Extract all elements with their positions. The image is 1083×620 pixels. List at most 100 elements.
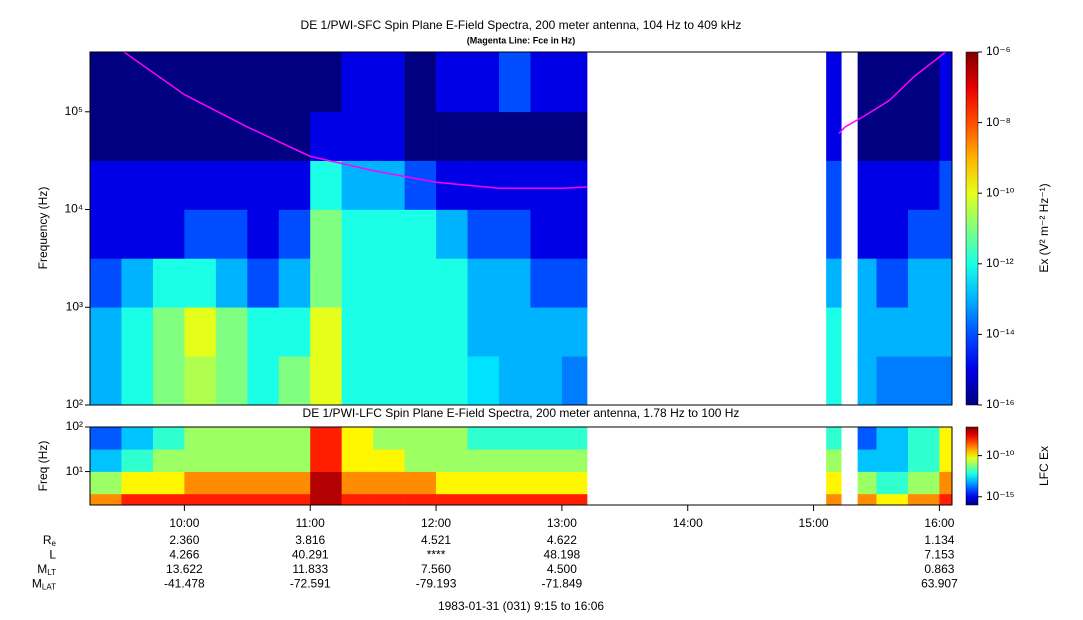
heatmap-cell [341, 356, 374, 406]
heatmap-cell [341, 111, 374, 161]
ephemeris-label: L [49, 548, 56, 562]
heatmap-cell [876, 307, 909, 357]
heatmap-cell [498, 356, 531, 406]
ephemeris-value: 0.863 [924, 562, 954, 576]
heatmap-cell [152, 160, 185, 210]
heatmap-cell [184, 258, 217, 308]
heatmap-cell [467, 356, 500, 406]
heatmap-cell [184, 111, 217, 161]
fce-line [123, 51, 947, 190]
heatmap-cell [561, 471, 588, 495]
heatmap-cell [215, 52, 248, 113]
heatmap-cell [215, 449, 248, 472]
heatmap-cell [247, 493, 280, 506]
heatmap-cell [907, 493, 940, 506]
colorbar-tick-label: 10⁻⁶ [986, 44, 1011, 58]
heatmap-cell [857, 258, 877, 308]
heatmap-cell [310, 427, 342, 450]
heatmap-cell [247, 449, 280, 472]
heatmap-cell [907, 52, 940, 113]
heatmap-cell [939, 356, 953, 406]
label-main: M [37, 562, 47, 576]
heatmap-cell [826, 209, 842, 259]
heatmap-cell [404, 427, 437, 450]
plot-frame [89, 426, 953, 506]
heatmap-cell [467, 111, 500, 161]
heatmap-cell [152, 427, 185, 450]
label-main: R [43, 533, 52, 547]
heatmap-cell [278, 307, 311, 357]
heatmap-cell [341, 471, 374, 495]
ephemeris-value: 7.560 [421, 562, 451, 576]
heatmap-cell [121, 449, 154, 472]
heatmap-cell [907, 209, 940, 259]
heatmap-cell [121, 427, 154, 450]
ephemeris-label: Re [43, 533, 57, 548]
heatmap-cell [215, 258, 248, 308]
heatmap-cell [247, 52, 280, 113]
y-axis-label: Frequency (Hz) [36, 187, 50, 270]
heatmap-cell [341, 307, 374, 357]
heatmap-cell [152, 209, 185, 259]
heatmap-cell [561, 258, 588, 308]
ephemeris-label: MLT [37, 562, 56, 577]
heatmap-cell [184, 449, 217, 472]
ephemeris-value: -71.849 [542, 577, 583, 591]
colorbar-tick-label: 10⁻¹⁵ [986, 489, 1015, 503]
heatmap-cell [498, 52, 531, 113]
heatmap-cell [857, 160, 877, 210]
heatmap-cell [121, 356, 154, 406]
heatmap-cell [373, 493, 405, 506]
x-tick-label: 16:00 [924, 516, 954, 530]
x-tick-label: 12:00 [421, 516, 451, 530]
heatmap-cell [876, 493, 909, 506]
heatmap-cell [467, 471, 500, 495]
label-sub: LAT [42, 583, 56, 592]
heatmap-cell [857, 427, 877, 450]
heatmap-cell [876, 258, 909, 308]
heatmap-cell [939, 449, 953, 472]
heatmap-cell [215, 493, 248, 506]
label-sub: e [52, 539, 57, 548]
x-tick-label: 13:00 [547, 516, 577, 530]
heatmap-cell [876, 449, 909, 472]
heatmap-cell [373, 356, 405, 406]
heatmap-cell [247, 160, 280, 210]
heatmap-cell [90, 427, 122, 450]
heatmap-cell [341, 258, 374, 308]
heatmap-cell [467, 427, 500, 450]
heatmap-cell [215, 471, 248, 495]
heatmap-cell [857, 449, 877, 472]
footer: 1983-01-31 (031) 9:15 to 16:06 [438, 599, 604, 613]
heatmap-cell [939, 258, 953, 308]
heatmap-cell [530, 449, 563, 472]
heatmap-cell [876, 471, 909, 495]
heatmap-cell [876, 427, 909, 450]
heatmap-cell [373, 258, 405, 308]
heatmap-cell [907, 356, 940, 406]
heatmap-cell [939, 427, 953, 450]
heatmap-cell [561, 209, 588, 259]
heatmap-cell [939, 471, 953, 495]
x-tick-label: 15:00 [799, 516, 829, 530]
ephemeris-label: MLAT [32, 577, 56, 592]
heatmap-cell [530, 356, 563, 406]
colorbar-tick-label: 10⁻¹⁴ [986, 327, 1015, 341]
heatmap-cell [826, 307, 842, 357]
heatmap-cell [498, 209, 531, 259]
colorbar-tick-label: 10⁻⁸ [986, 115, 1011, 129]
heatmap-cell [247, 471, 280, 495]
heatmap-cell [467, 258, 500, 308]
heatmap-cell [939, 160, 953, 210]
y-tick-label: 10³ [66, 299, 83, 313]
heatmap-cell [498, 307, 531, 357]
heatmap-cell [278, 449, 311, 472]
heatmap-cell [826, 449, 842, 472]
heatmap-cell [152, 52, 185, 113]
heatmap-cell [404, 52, 437, 113]
heatmap-cell [310, 493, 342, 506]
heatmap-cell [939, 111, 953, 161]
colorbar [965, 426, 979, 506]
heatmap-cell [498, 258, 531, 308]
heatmap-cell [247, 209, 280, 259]
